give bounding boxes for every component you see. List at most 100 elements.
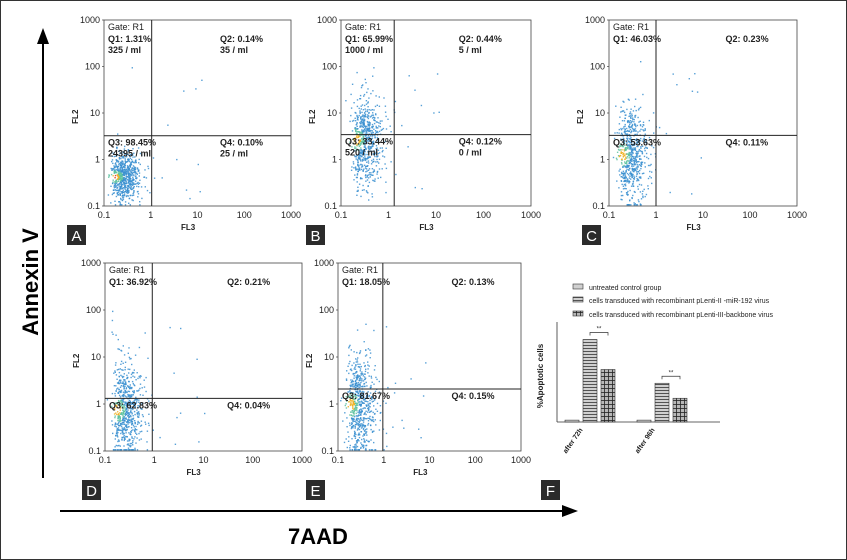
event-dot: [132, 194, 135, 196]
event-dot: [360, 447, 362, 449]
event-dot: [131, 199, 133, 201]
event-dot: [137, 416, 140, 418]
event-dot: [130, 172, 132, 174]
event-dot: [364, 428, 367, 431]
event-dot: [367, 157, 369, 160]
event-dot: [356, 181, 358, 183]
event-dot: [354, 402, 357, 404]
event-dot: [348, 345, 351, 348]
event-dot: [349, 391, 352, 394]
event-dot: [123, 416, 126, 418]
event-dot: [363, 376, 366, 378]
event-dot: [125, 391, 127, 393]
event-dot: [374, 137, 376, 139]
event-dot: [361, 390, 364, 393]
event-dot: [361, 111, 363, 114]
event-dot: [357, 382, 360, 384]
event-dot: [349, 404, 352, 407]
event-dot: [628, 157, 630, 159]
event-dot: [691, 90, 694, 92]
event-dot: [364, 377, 367, 379]
event-dot: [185, 189, 188, 191]
event-dot: [379, 405, 382, 407]
event-dot: [370, 410, 373, 412]
event-dot: [625, 153, 627, 155]
event-dot: [352, 427, 354, 429]
event-dot: [633, 169, 636, 172]
event-dot: [118, 158, 121, 160]
event-dot: [107, 194, 110, 196]
event-dot: [654, 153, 657, 155]
event-dot: [159, 436, 161, 439]
event-dot: [369, 410, 372, 413]
event-dot: [358, 352, 361, 355]
event-dot: [122, 428, 124, 431]
event-dot: [113, 168, 115, 171]
event-dot: [351, 385, 353, 387]
scatter-cloud: [106, 310, 206, 451]
x-axis-title: FL3: [419, 223, 434, 232]
event-dot: [622, 165, 624, 167]
event-dot: [637, 141, 639, 143]
event-dot: [367, 124, 370, 127]
event-dot: [358, 434, 360, 436]
event-dot: [365, 130, 368, 133]
event-dot: [372, 131, 374, 134]
event-dot: [624, 117, 626, 120]
event-dot: [358, 143, 360, 145]
event-dot: [119, 172, 122, 174]
event-dot: [373, 169, 375, 171]
event-dot: [127, 187, 129, 190]
event-dot: [183, 90, 185, 92]
event-dot: [354, 166, 357, 168]
event-dot: [111, 155, 114, 157]
event-dot: [130, 395, 132, 398]
event-dot: [638, 164, 640, 166]
event-dot: [640, 161, 643, 163]
event-dot: [122, 407, 125, 409]
event-dot: [121, 183, 123, 186]
significance-label: **: [597, 327, 602, 333]
arrow-up-icon: [37, 28, 49, 44]
event-dot: [627, 137, 629, 139]
event-dot: [124, 449, 126, 451]
event-dot: [130, 186, 132, 188]
event-dot: [121, 160, 123, 162]
event-dot: [342, 420, 344, 422]
event-dot: [130, 376, 132, 379]
event-dot: [117, 415, 119, 417]
event-dot: [370, 419, 373, 422]
event-dot: [374, 136, 376, 138]
x-tick-label: 1: [152, 455, 157, 465]
event-dot: [135, 159, 137, 161]
event-dot: [626, 193, 628, 195]
event-dot: [366, 120, 369, 123]
event-dot: [125, 382, 127, 384]
event-dot: [169, 326, 171, 329]
event-dot: [120, 420, 122, 422]
event-dot: [119, 203, 122, 206]
event-dot: [353, 402, 355, 405]
event-dot: [361, 166, 363, 168]
event-dot: [623, 177, 625, 180]
event-dot: [627, 144, 629, 146]
event-dot: [354, 444, 356, 446]
event-dot: [647, 185, 649, 187]
event-dot: [122, 191, 124, 193]
event-dot: [614, 132, 616, 134]
event-dot: [626, 164, 628, 166]
event-dot: [376, 136, 379, 139]
event-dot: [123, 171, 125, 173]
event-dot: [138, 414, 140, 416]
event-dot: [127, 419, 129, 421]
event-dot: [119, 190, 121, 192]
event-dot: [358, 107, 360, 110]
event-dot: [354, 400, 356, 402]
event-dot: [138, 401, 140, 403]
event-dot: [368, 408, 370, 410]
event-dot: [127, 420, 130, 422]
event-dot: [120, 363, 122, 365]
event-dot: [624, 161, 626, 163]
event-dot: [199, 191, 201, 193]
